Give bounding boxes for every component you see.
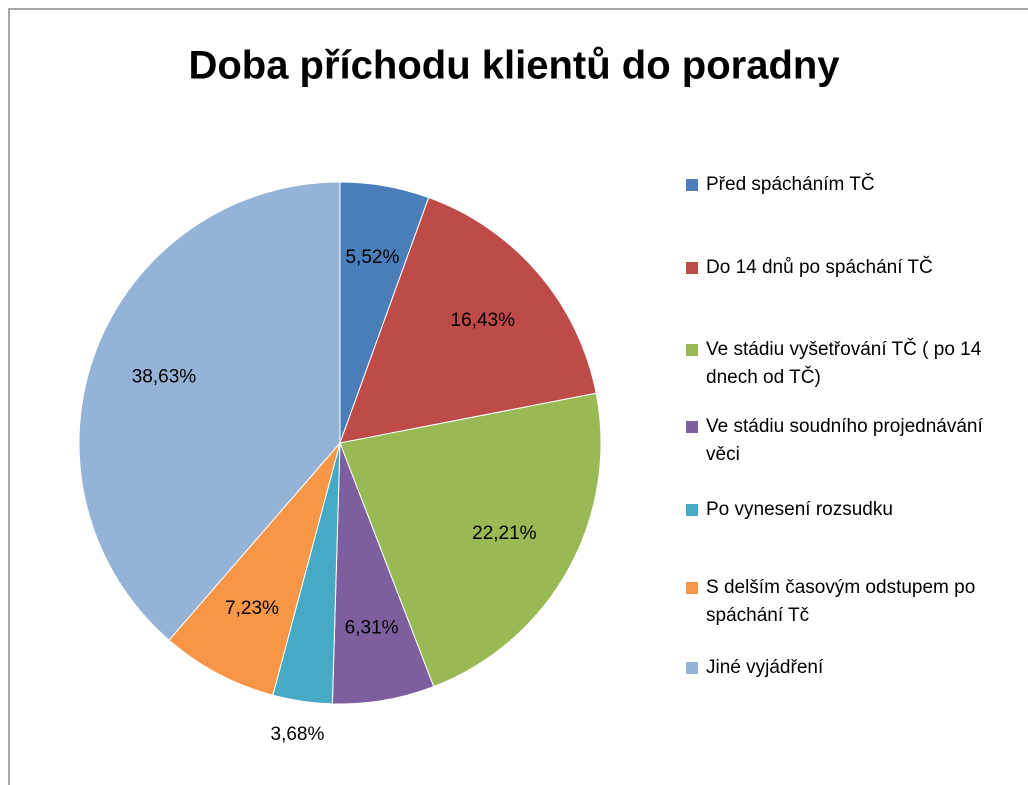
legend-label: Jiné vyjádření [706,657,824,678]
legend-label: Do 14 dnů po spáchání TČ [706,257,933,278]
pie-slice [78,181,341,641]
data-label: 22,21% [472,523,537,544]
pie-slice [339,392,602,688]
legend-swatch [686,582,698,594]
chart-title: Doba příchodu klientů do poradny [188,44,840,88]
legend-item: Ve stádiu vyšetřování TČ ( po 14 dnech o… [686,336,1016,392]
legend-label: S delším časovým odstupem po spáchání Tč [706,577,976,626]
legend-item: Ve stádiu soudního projednávání věci [686,413,1016,469]
pie: 5,52% 16,43% 22,21% 6,31% 3,68% 7,23% 38,63% [78,181,602,745]
legend-swatch [686,262,698,274]
frame [8,8,1028,785]
pie-slice [168,442,341,696]
legend-label: Ve stádiu vyšetřování TČ ( po 14 dnech o… [706,339,982,388]
data-label: 6,31% [345,617,399,638]
legend-item: S delším časovým odstupem po spáchání Tč [686,574,1016,630]
legend-label: Ve stádiu soudního projednávání věci [706,416,983,465]
legend-swatch [686,344,698,356]
data-label: 5,52% [345,247,399,268]
legend-swatch [686,504,698,516]
legend-label: Po vynesení rozsudku [706,499,893,520]
data-label: 38,63% [132,366,197,387]
legend-item: Před spácháním TČ [686,171,1016,199]
data-label: 16,43% [451,310,516,331]
pie-slice [339,196,597,444]
legend-swatch [686,662,698,674]
legend-item: Do 14 dnů po spáchání TČ [686,254,1016,282]
legend-swatch [686,179,698,191]
legend-label: Před spácháním TČ [706,174,875,195]
legend-item: Po vynesení rozsudku [686,496,1016,524]
data-label: 3,68% [271,724,325,745]
legend-item: Jiné vyjádření [686,654,1016,682]
data-label: 7,23% [225,598,279,619]
legend-swatch [686,421,698,433]
